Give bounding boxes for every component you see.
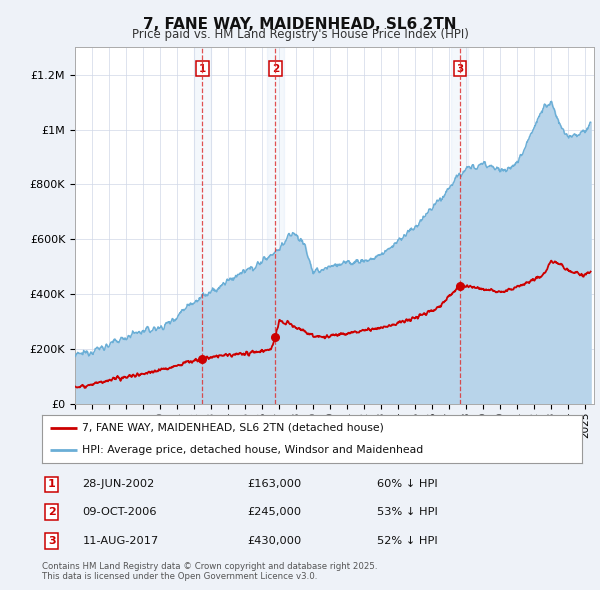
Text: 7, FANE WAY, MAIDENHEAD, SL6 2TN (detached house): 7, FANE WAY, MAIDENHEAD, SL6 2TN (detach… xyxy=(83,423,385,433)
Text: 09-OCT-2006: 09-OCT-2006 xyxy=(83,507,157,517)
Text: Price paid vs. HM Land Registry's House Price Index (HPI): Price paid vs. HM Land Registry's House … xyxy=(131,28,469,41)
Text: 52% ↓ HPI: 52% ↓ HPI xyxy=(377,536,437,546)
Text: HPI: Average price, detached house, Windsor and Maidenhead: HPI: Average price, detached house, Wind… xyxy=(83,445,424,455)
Text: 2: 2 xyxy=(48,507,56,517)
Text: 11-AUG-2017: 11-AUG-2017 xyxy=(83,536,159,546)
Text: 3: 3 xyxy=(456,64,463,74)
Text: 60% ↓ HPI: 60% ↓ HPI xyxy=(377,480,437,489)
Bar xyxy=(451,47,468,404)
Text: 3: 3 xyxy=(48,536,56,546)
Text: 1: 1 xyxy=(48,480,56,489)
Text: £163,000: £163,000 xyxy=(247,480,301,489)
Text: 28-JUN-2002: 28-JUN-2002 xyxy=(83,480,155,489)
Text: 7, FANE WAY, MAIDENHEAD, SL6 2TN: 7, FANE WAY, MAIDENHEAD, SL6 2TN xyxy=(143,17,457,31)
Text: 1: 1 xyxy=(199,64,206,74)
Text: Contains HM Land Registry data © Crown copyright and database right 2025.
This d: Contains HM Land Registry data © Crown c… xyxy=(42,562,377,581)
Text: £430,000: £430,000 xyxy=(247,536,301,546)
Bar xyxy=(267,47,284,404)
Text: 2: 2 xyxy=(272,64,279,74)
Bar xyxy=(194,47,211,404)
Text: £245,000: £245,000 xyxy=(247,507,301,517)
Text: 53% ↓ HPI: 53% ↓ HPI xyxy=(377,507,437,517)
